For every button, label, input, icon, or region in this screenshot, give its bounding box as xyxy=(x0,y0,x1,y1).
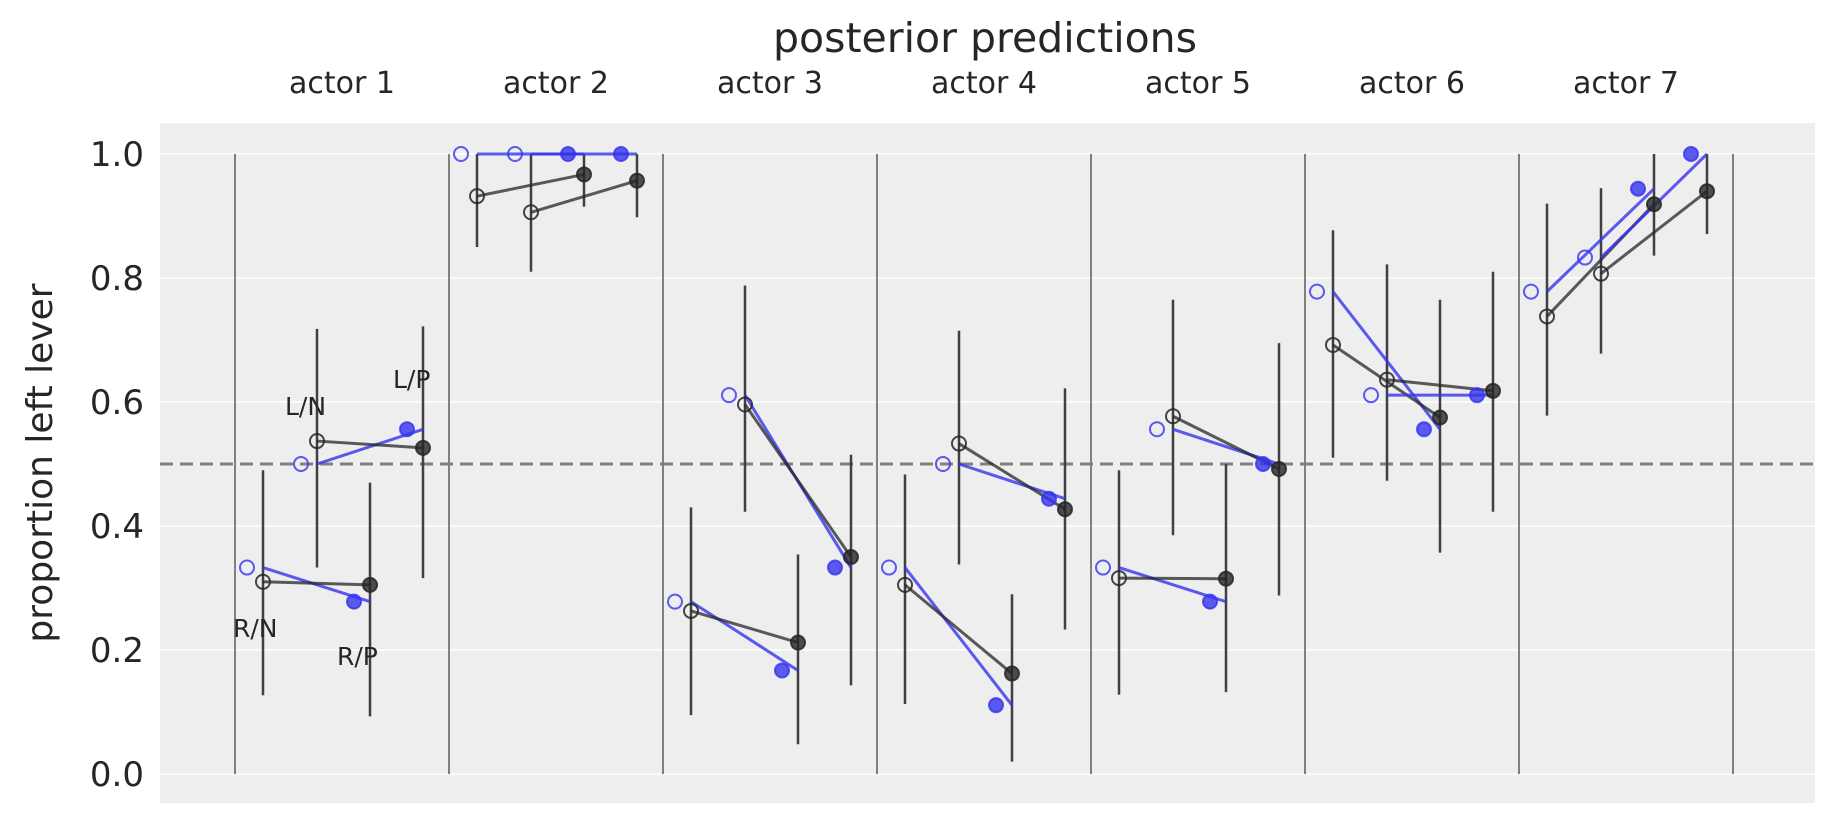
predicted-point xyxy=(362,576,378,593)
y-tick-label: 0.8 xyxy=(90,259,144,299)
predicted-line xyxy=(1600,190,1708,275)
predicted-line xyxy=(743,403,853,558)
predicted-point xyxy=(843,549,859,565)
observed-point xyxy=(453,146,469,162)
predicted-point xyxy=(576,166,592,183)
predicted-point xyxy=(1057,501,1073,518)
predicted-line xyxy=(530,179,638,214)
observed-point xyxy=(667,593,683,610)
grid-lines xyxy=(160,153,1815,775)
y-tick-label: 0.0 xyxy=(90,755,144,795)
predicted-point xyxy=(469,188,485,205)
predicted-line xyxy=(316,439,424,450)
predicted-point xyxy=(1379,371,1395,388)
predicted-point xyxy=(1004,665,1020,682)
observed-line xyxy=(903,566,1014,707)
predicted-point xyxy=(1539,308,1555,325)
actor-label: actor 7 xyxy=(1573,66,1679,101)
observed-point xyxy=(881,559,897,576)
actor-label: actor 2 xyxy=(503,66,609,101)
observed-point xyxy=(399,421,415,438)
predicted-line xyxy=(262,580,371,587)
predicted-line xyxy=(476,172,585,198)
treatment-annotation: L/N xyxy=(285,392,326,421)
observed-point xyxy=(827,559,843,576)
observed-point xyxy=(1149,421,1165,438)
predicted-point xyxy=(309,433,325,450)
observed-point xyxy=(774,662,790,679)
predicted-point xyxy=(1485,382,1501,399)
chart-title: posterior predictions xyxy=(773,14,1197,62)
y-tick-label: 0.4 xyxy=(90,507,144,547)
treatment-annotation: R/P xyxy=(337,642,378,671)
series-markers xyxy=(239,146,1715,714)
observed-point xyxy=(935,456,951,472)
y-tick-label: 1.0 xyxy=(90,135,144,175)
y-axis-ticks: 0.0 0.2 0.4 0.6 0.8 1.0 xyxy=(90,135,144,795)
observed-point xyxy=(239,559,255,576)
observed-point xyxy=(293,456,309,472)
treatment-annotation: L/P xyxy=(393,365,430,394)
actor-label: actor 4 xyxy=(931,66,1037,101)
observed-point xyxy=(1363,387,1379,404)
observed-point xyxy=(988,697,1004,714)
predicted-line xyxy=(690,609,799,644)
predicted-point xyxy=(1593,265,1609,282)
observed-point xyxy=(613,146,629,162)
observed-point xyxy=(1683,146,1699,162)
actor-label: actor 3 xyxy=(717,66,823,101)
predicted-point xyxy=(1218,570,1234,587)
observed-line xyxy=(690,600,799,672)
observed-point xyxy=(1630,180,1646,197)
actor-label: actor 6 xyxy=(1359,66,1465,101)
predicted-point xyxy=(1699,183,1715,200)
predicted-point xyxy=(951,435,967,452)
actor-label: actor 5 xyxy=(1145,66,1251,101)
observed-line xyxy=(1545,187,1656,293)
predicted-point xyxy=(1325,336,1341,353)
actor-label: actor 1 xyxy=(289,66,395,101)
predicted-point xyxy=(897,576,913,593)
y-tick-label: 0.2 xyxy=(90,631,144,671)
predicted-point xyxy=(683,602,699,619)
observed-point xyxy=(346,593,362,610)
predicted-point xyxy=(1646,196,1662,213)
observed-point xyxy=(1202,593,1218,610)
observed-point xyxy=(1469,387,1485,404)
y-tick-label: 0.6 xyxy=(90,383,144,423)
observed-point xyxy=(721,387,737,404)
observed-point xyxy=(1255,456,1271,472)
y-axis-label: proportion left lever xyxy=(20,283,61,642)
observed-point xyxy=(1095,559,1111,576)
predicted-point xyxy=(1271,460,1287,477)
observed-point xyxy=(1523,283,1539,300)
observed-point xyxy=(1416,421,1432,438)
actor-labels: actor 1 actor 2 actor 3 actor 4 actor 5 actor… xyxy=(289,66,1679,101)
predicted-point xyxy=(523,204,539,221)
observed-point xyxy=(507,146,523,162)
observed-point xyxy=(1041,490,1057,507)
observed-point xyxy=(560,146,576,162)
observed-point xyxy=(1309,283,1325,300)
treatment-annotation: R/N xyxy=(233,614,278,643)
observed-point xyxy=(1577,249,1593,266)
treatment-annotations: R/N L/N R/P L/P xyxy=(233,365,430,671)
predicted-point xyxy=(1432,409,1448,426)
predicted-point xyxy=(629,172,645,189)
predicted-line xyxy=(904,583,1013,675)
predicted-point xyxy=(790,634,806,651)
predicted-point xyxy=(255,573,271,590)
predicted-point xyxy=(737,396,753,413)
predicted-point xyxy=(415,439,431,456)
predicted-point xyxy=(1165,408,1181,425)
predicted-line xyxy=(1332,343,1441,419)
predicted-line xyxy=(1118,576,1227,581)
predicted-point xyxy=(1111,570,1127,587)
